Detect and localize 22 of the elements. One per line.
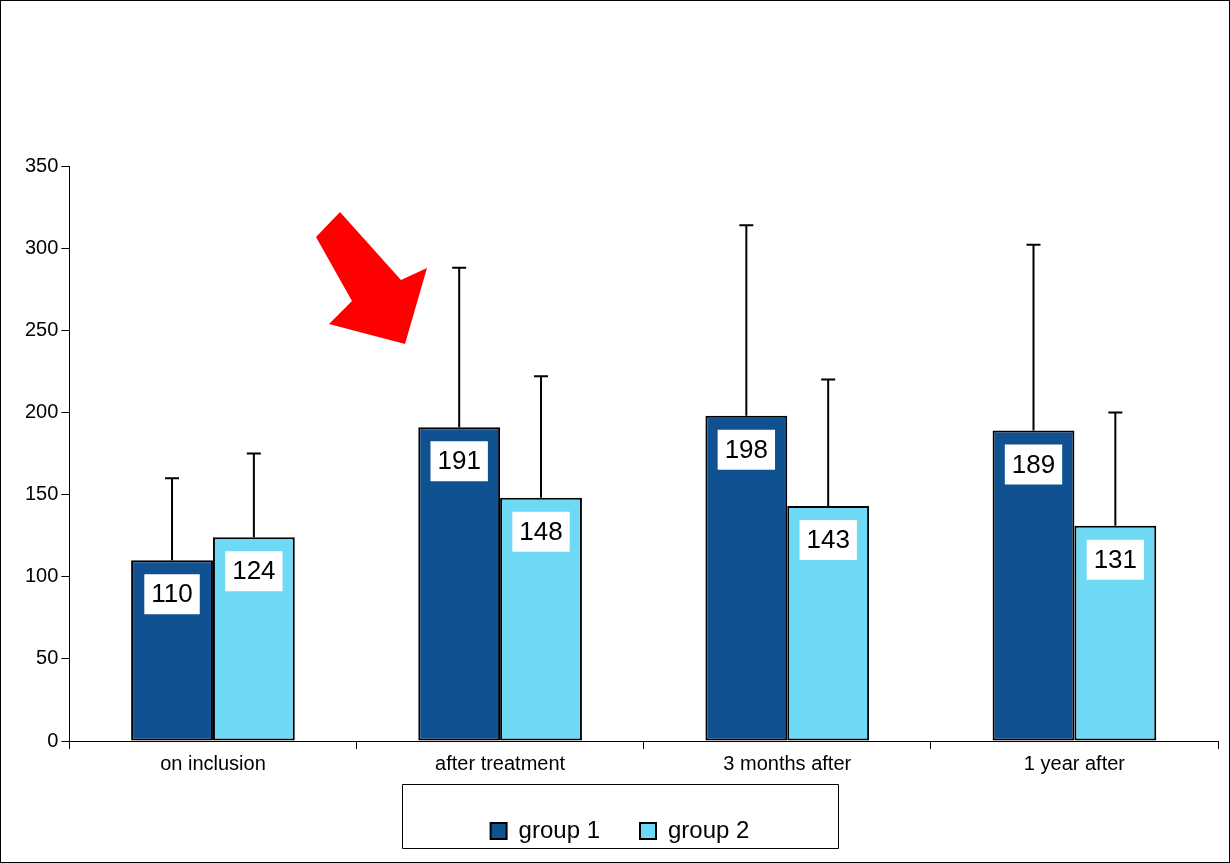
x-tick-label: 1 year after [1023, 751, 1126, 774]
data-label: 198 [724, 433, 769, 464]
legend-label: group 2 [668, 815, 750, 843]
data-label: 191 [437, 445, 481, 476]
y-tick-label: 50 [36, 646, 59, 669]
y-tick-label: 100 [24, 564, 59, 587]
y-tick-label: 200 [24, 399, 59, 422]
y-tick-label: 150 [24, 482, 59, 505]
x-tick-label: 3 months after [723, 751, 852, 774]
data-label: 148 [519, 516, 563, 547]
x-tick-label: after treatment [435, 751, 566, 774]
data-label: 143 [806, 524, 850, 555]
data-label: 124 [232, 555, 276, 586]
data-label: 110 [151, 578, 193, 609]
data-label: 131 [1093, 543, 1138, 574]
y-tick-label: 0 [47, 728, 59, 751]
y-tick-label: 250 [24, 317, 59, 340]
y-tick-label: 350 [24, 153, 59, 176]
legend-label: group 1 [518, 815, 601, 843]
y-tick-label: 300 [24, 235, 59, 258]
data-label: 189 [1011, 448, 1056, 479]
x-tick-label: on inclusion [160, 751, 266, 774]
